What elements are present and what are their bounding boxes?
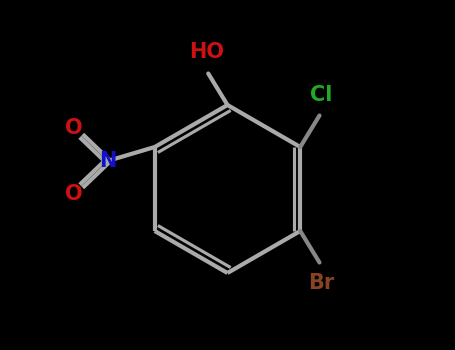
Text: HO: HO (189, 42, 224, 62)
Text: Br: Br (308, 273, 334, 293)
Text: O: O (65, 118, 82, 138)
Text: O: O (65, 184, 82, 204)
Text: N: N (99, 151, 116, 171)
Text: Cl: Cl (310, 85, 333, 105)
